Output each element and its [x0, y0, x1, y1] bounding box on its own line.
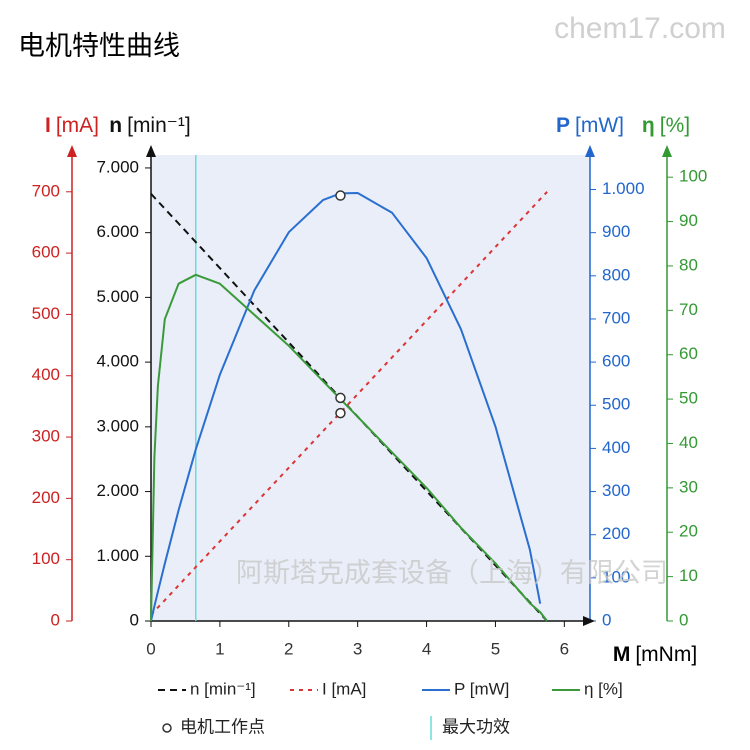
legend-label: 电机工作点 [180, 717, 265, 736]
x-tick-label: 1 [215, 639, 224, 658]
y-tick-label: 70 [679, 300, 698, 319]
y-tick-label: 90 [679, 211, 698, 230]
legend-label: 最大功效 [442, 717, 510, 736]
x-tick-label: 5 [491, 639, 500, 658]
legend-label: P [mW] [454, 679, 509, 698]
operating-point [335, 392, 346, 404]
y-tick-label: 2.000 [96, 481, 139, 500]
plot-background [151, 155, 590, 621]
y-tick-label: 600 [32, 243, 60, 262]
y-tick-label: 800 [602, 265, 630, 284]
axis-symbol: M [613, 643, 631, 666]
y-tick-label: 3.000 [96, 416, 139, 435]
axis-symbol: η [642, 114, 655, 137]
axis-symbol: I [45, 114, 51, 137]
y-axis-arrow [146, 145, 156, 157]
series-line [150, 273, 548, 622]
y-tick-label: 500 [602, 395, 630, 414]
y-tick-label: 400 [32, 365, 60, 384]
y-tick-label: 300 [602, 481, 630, 500]
y-tick-label: 600 [602, 352, 630, 371]
y-tick-label: 0 [679, 610, 688, 629]
y-axis-title: I [mA] [45, 114, 99, 137]
watermark: 阿斯塔克成套设备（上海）有限公司 [236, 558, 668, 588]
y-tick-label: 5.000 [96, 287, 139, 306]
y-tick-label: 700 [32, 181, 60, 200]
operating-point [335, 190, 346, 201]
series-line [150, 193, 548, 622]
y-tick-label: 500 [32, 304, 60, 323]
x-tick-label: 6 [560, 639, 569, 658]
y-tick-label: 900 [602, 222, 630, 241]
y-tick-label: 1.000 [602, 179, 645, 198]
y-tick-label: 30 [679, 477, 698, 496]
y-tick-label: 1.000 [96, 546, 139, 565]
series-line [150, 191, 548, 616]
legend-label: I [mA] [322, 679, 366, 698]
y-tick-label: 200 [602, 524, 630, 543]
y-tick-label: 4.000 [96, 352, 139, 371]
x-tick-label: 4 [422, 639, 431, 658]
y-tick-label: 7.000 [96, 157, 139, 176]
y-axis-arrow [585, 145, 595, 157]
x-tick-label: 2 [284, 639, 293, 658]
axis-unit: [mA] [56, 114, 99, 137]
y-tick-label: 0 [51, 610, 60, 629]
axis-unit: [mNm] [635, 643, 697, 666]
y-tick-label: 80 [679, 255, 698, 274]
y-axis-title: η [%] [642, 114, 690, 137]
operating-point [335, 407, 346, 419]
y-tick-label: 0 [602, 610, 611, 629]
axis-symbol: n [109, 114, 122, 137]
y-tick-label: 200 [32, 488, 60, 507]
y-tick-label: 10 [679, 566, 698, 585]
y-tick-label: 100 [32, 549, 60, 568]
x-tick-label: 0 [146, 639, 155, 658]
y-tick-label: 700 [602, 308, 630, 327]
y-tick-label: 100 [679, 167, 707, 186]
x-axis-title: M [mNm] [613, 643, 697, 666]
y-tick-label: 40 [679, 433, 698, 452]
y-tick-label: 300 [32, 427, 60, 446]
chart-title: 电机特性曲线 [18, 31, 180, 61]
watermark: chem17.com [554, 12, 726, 45]
x-axis-arrow [583, 616, 595, 626]
y-tick-label: 20 [679, 522, 698, 541]
x-tick-label: 3 [353, 639, 362, 658]
y-axis-title: P [mW] [556, 114, 624, 137]
y-axis-title: n [min⁻¹] [109, 114, 190, 137]
y-tick-label: 100 [602, 567, 630, 586]
axis-unit: [mW] [575, 114, 624, 137]
axis-symbol: P [556, 114, 570, 137]
y-axis-arrow [662, 145, 672, 157]
y-tick-label: 400 [602, 438, 630, 457]
legend-label: η [%] [584, 679, 623, 698]
legend-swatch [162, 723, 172, 733]
y-tick-label: 6.000 [96, 222, 139, 241]
y-axis-arrow [67, 145, 77, 157]
y-tick-label: 50 [679, 389, 698, 408]
series-line [150, 192, 542, 622]
legend-label: n [min⁻¹] [190, 679, 256, 698]
axis-unit: [min⁻¹] [127, 114, 191, 137]
y-tick-label: 0 [130, 610, 139, 629]
axis-unit: [%] [660, 114, 690, 137]
y-tick-label: 60 [679, 344, 698, 363]
